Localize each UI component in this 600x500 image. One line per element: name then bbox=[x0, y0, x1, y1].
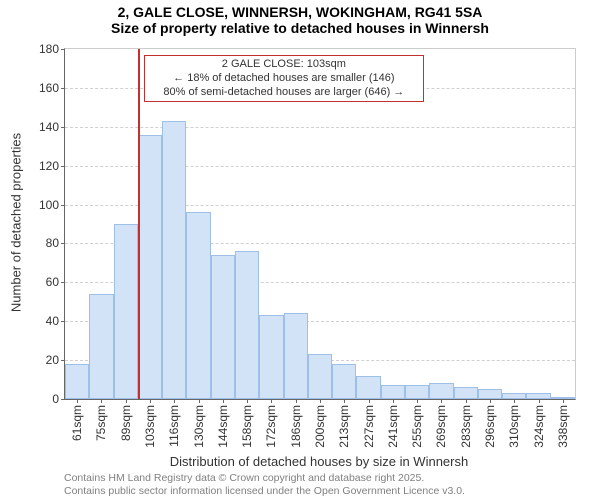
highlight-marker-line bbox=[138, 49, 140, 399]
xtick-label: 310sqm bbox=[507, 405, 521, 448]
xtick-mark bbox=[539, 399, 540, 403]
ytick-label: 120 bbox=[29, 159, 59, 173]
ytick-label: 100 bbox=[29, 198, 59, 212]
xtick-mark bbox=[174, 399, 175, 403]
xtick-label: 116sqm bbox=[167, 405, 181, 447]
ytick-label: 80 bbox=[29, 236, 59, 250]
xtick-mark bbox=[271, 399, 272, 403]
ytick-mark bbox=[61, 360, 65, 361]
ytick-label: 180 bbox=[29, 42, 59, 56]
ytick-label: 0 bbox=[29, 392, 59, 406]
xtick-label: 227sqm bbox=[362, 405, 376, 448]
histogram-bar bbox=[332, 364, 356, 399]
histogram-bar bbox=[405, 385, 429, 399]
histogram-bar bbox=[235, 251, 259, 399]
xtick-label: 172sqm bbox=[264, 405, 278, 448]
xtick-label: 186sqm bbox=[289, 405, 303, 448]
histogram-bar bbox=[65, 364, 89, 399]
xtick-mark bbox=[344, 399, 345, 403]
histogram-bar bbox=[284, 313, 308, 399]
ytick-mark bbox=[61, 88, 65, 89]
xtick-label: 338sqm bbox=[556, 405, 570, 448]
x-axis-label: Distribution of detached houses by size … bbox=[64, 454, 574, 469]
ytick-label: 20 bbox=[29, 353, 59, 367]
y-axis-label: Number of detached properties bbox=[9, 123, 24, 323]
plot-area: 02040608010012014016018061sqm75sqm89sqm1… bbox=[64, 48, 576, 400]
ytick-mark bbox=[61, 399, 65, 400]
xtick-mark bbox=[514, 399, 515, 403]
ytick-label: 40 bbox=[29, 314, 59, 328]
ytick-label: 160 bbox=[29, 81, 59, 95]
histogram-bar bbox=[308, 354, 332, 399]
xtick-label: 144sqm bbox=[216, 405, 230, 448]
xtick-label: 200sqm bbox=[313, 405, 327, 448]
xtick-mark bbox=[417, 399, 418, 403]
title-block: 2, GALE CLOSE, WINNERSH, WOKINGHAM, RG41… bbox=[0, 0, 600, 36]
xtick-mark bbox=[150, 399, 151, 403]
xtick-mark bbox=[320, 399, 321, 403]
ytick-mark bbox=[61, 243, 65, 244]
gridline bbox=[65, 127, 575, 128]
histogram-bar bbox=[162, 121, 186, 399]
ytick-label: 140 bbox=[29, 120, 59, 134]
histogram-bar bbox=[186, 212, 210, 399]
xtick-label: 213sqm bbox=[337, 405, 351, 448]
xtick-mark bbox=[101, 399, 102, 403]
ytick-mark bbox=[61, 166, 65, 167]
xtick-label: 241sqm bbox=[386, 405, 400, 448]
histogram-bar bbox=[259, 315, 283, 399]
histogram-bar bbox=[381, 385, 405, 399]
xtick-label: 130sqm bbox=[192, 405, 206, 448]
title-line-2: Size of property relative to detached ho… bbox=[0, 20, 600, 36]
histogram-bar bbox=[478, 389, 502, 399]
xtick-label: 61sqm bbox=[70, 405, 84, 441]
xtick-mark bbox=[466, 399, 467, 403]
xtick-mark bbox=[77, 399, 78, 403]
ytick-label: 60 bbox=[29, 275, 59, 289]
xtick-mark bbox=[393, 399, 394, 403]
histogram-bar bbox=[454, 387, 478, 399]
title-line-1: 2, GALE CLOSE, WINNERSH, WOKINGHAM, RG41… bbox=[0, 4, 600, 20]
xtick-mark bbox=[296, 399, 297, 403]
ytick-mark bbox=[61, 49, 65, 50]
histogram-bar bbox=[138, 135, 162, 399]
annotation-box: 2 GALE CLOSE: 103sqm← 18% of detached ho… bbox=[144, 55, 424, 102]
annotation-line: 80% of semi-detached houses are larger (… bbox=[149, 86, 419, 100]
xtick-mark bbox=[441, 399, 442, 403]
xtick-label: 89sqm bbox=[119, 405, 133, 441]
xtick-mark bbox=[223, 399, 224, 403]
xtick-label: 283sqm bbox=[459, 405, 473, 448]
footer-line-2: Contains public sector information licen… bbox=[64, 485, 465, 497]
xtick-mark bbox=[199, 399, 200, 403]
histogram-bar bbox=[356, 376, 380, 399]
ytick-mark bbox=[61, 321, 65, 322]
xtick-label: 269sqm bbox=[434, 405, 448, 448]
annotation-line: ← 18% of detached houses are smaller (14… bbox=[149, 72, 419, 86]
annotation-line: 2 GALE CLOSE: 103sqm bbox=[149, 58, 419, 72]
ytick-mark bbox=[61, 205, 65, 206]
histogram-bar bbox=[89, 294, 113, 399]
histogram-bar bbox=[211, 255, 235, 399]
histogram-bar bbox=[429, 383, 453, 399]
ytick-mark bbox=[61, 127, 65, 128]
chart-container: 2, GALE CLOSE, WINNERSH, WOKINGHAM, RG41… bbox=[0, 0, 600, 500]
xtick-label: 158sqm bbox=[240, 405, 254, 448]
xtick-label: 103sqm bbox=[143, 405, 157, 448]
xtick-label: 324sqm bbox=[532, 405, 546, 448]
xtick-mark bbox=[563, 399, 564, 403]
footer-line-1: Contains HM Land Registry data © Crown c… bbox=[64, 472, 424, 484]
histogram-bar bbox=[114, 224, 138, 399]
ytick-mark bbox=[61, 282, 65, 283]
xtick-label: 296sqm bbox=[483, 405, 497, 448]
xtick-mark bbox=[126, 399, 127, 403]
xtick-label: 255sqm bbox=[410, 405, 424, 448]
xtick-mark bbox=[490, 399, 491, 403]
xtick-mark bbox=[247, 399, 248, 403]
xtick-label: 75sqm bbox=[94, 405, 108, 441]
xtick-mark bbox=[369, 399, 370, 403]
